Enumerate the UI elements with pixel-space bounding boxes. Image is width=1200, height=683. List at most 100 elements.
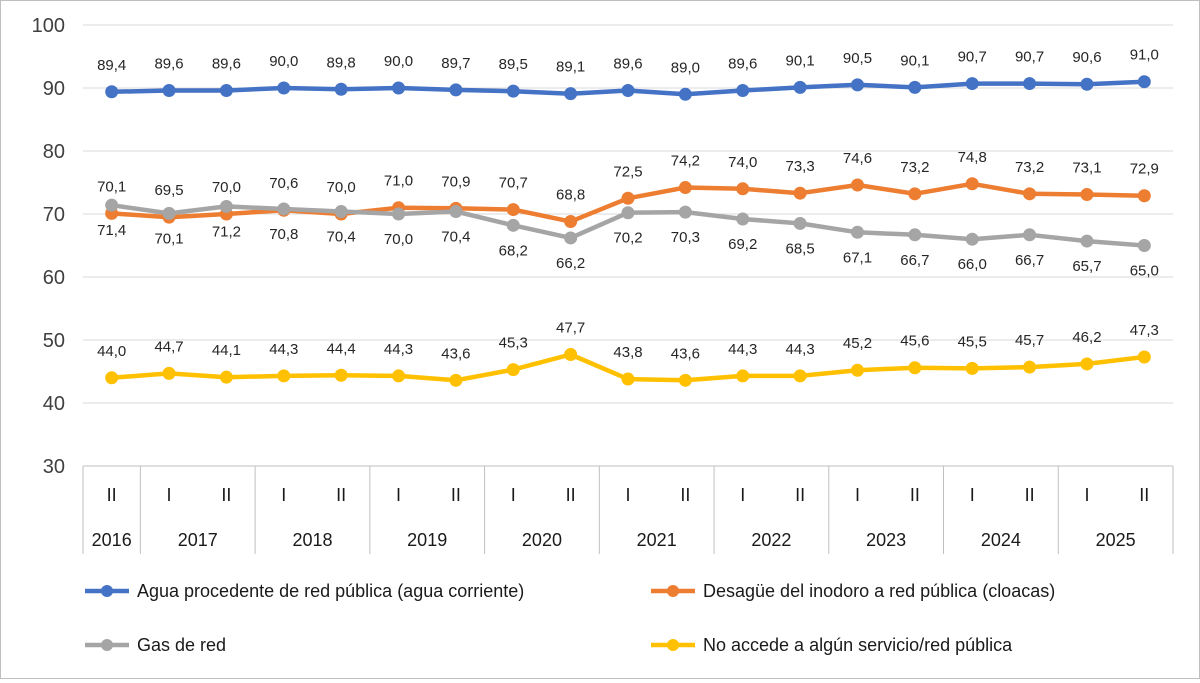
x-semester-label: I <box>396 485 401 505</box>
data-label: 90,1 <box>786 52 815 69</box>
x-year-label: 2024 <box>981 530 1021 550</box>
data-label: 45,7 <box>1015 332 1044 349</box>
y-axis: 30 40 50 60 70 80 90 100 <box>32 15 65 478</box>
data-label: 89,7 <box>441 55 470 72</box>
legend-label: Agua procedente de red pública (agua cor… <box>137 581 524 601</box>
x-semester-label: II <box>1139 485 1149 505</box>
x-year-label: 2021 <box>637 530 677 550</box>
data-label: 89,4 <box>97 57 126 74</box>
data-point <box>678 205 692 219</box>
data-labels: 89,4 89,6 89,6 90,0 89,8 90,0 89,7 89,5 89,1 89,6… <box>97 47 1159 363</box>
data-point <box>1023 187 1037 201</box>
data-label: 71,4 <box>97 222 126 239</box>
data-label: 69,5 <box>154 182 183 199</box>
data-label: 71,0 <box>384 173 413 190</box>
data-point <box>736 369 750 383</box>
x-semester-label: I <box>1084 485 1089 505</box>
data-point <box>1023 77 1037 91</box>
data-label: 72,9 <box>1130 161 1159 178</box>
data-point <box>277 369 291 383</box>
data-label: 74,0 <box>728 154 757 171</box>
data-label: 65,7 <box>1072 258 1101 275</box>
data-label: 69,2 <box>728 236 757 253</box>
legend-swatch-marker <box>667 585 679 597</box>
data-label: 68,2 <box>499 242 528 259</box>
data-label: 89,6 <box>154 56 183 73</box>
data-label: 70,9 <box>441 173 470 190</box>
data-label: 67,1 <box>843 249 872 266</box>
data-label: 90,5 <box>843 50 872 67</box>
data-label: 66,7 <box>900 252 929 269</box>
data-point <box>392 81 406 95</box>
data-point <box>1080 77 1094 91</box>
data-label: 45,5 <box>958 333 987 350</box>
x-axis: 2016 2017 2018 2019 2020 2021 2022 2023 2024 2025… <box>82 465 1174 554</box>
data-point <box>965 77 979 91</box>
x-year-label: 2016 <box>92 530 132 550</box>
data-label: 47,3 <box>1130 322 1159 339</box>
data-point <box>621 372 635 386</box>
data-point <box>162 366 176 380</box>
y-tick-label: 80 <box>43 141 65 163</box>
data-label: 70,3 <box>671 229 700 246</box>
data-point <box>850 178 864 192</box>
x-semester-label: I <box>511 485 516 505</box>
data-point <box>793 80 807 94</box>
data-point <box>105 85 119 99</box>
x-semester-label: I <box>281 485 286 505</box>
data-point <box>334 82 348 96</box>
data-label: 43,6 <box>441 345 470 362</box>
legend-label: Desagüe del inodoro a red pública (cloac… <box>703 581 1055 601</box>
x-year-label: 2025 <box>1096 530 1136 550</box>
x-semester-label: II <box>566 485 576 505</box>
data-label: 72,5 <box>613 163 642 180</box>
data-label: 74,6 <box>843 150 872 167</box>
legend-swatch-marker <box>101 585 113 597</box>
x-year-label: 2023 <box>866 530 906 550</box>
data-point <box>908 228 922 242</box>
x-semester-label: I <box>625 485 630 505</box>
data-point <box>678 87 692 101</box>
y-tick-label: 60 <box>43 267 65 289</box>
legend-item: No accede a algún servicio/red pública <box>651 635 1013 655</box>
data-point <box>392 369 406 383</box>
y-tick-label: 90 <box>43 78 65 100</box>
x-semester-label: II <box>451 485 461 505</box>
data-point <box>1023 228 1037 242</box>
data-point <box>564 215 578 229</box>
data-point <box>162 206 176 220</box>
data-point <box>1080 187 1094 201</box>
data-label: 70,6 <box>269 175 298 192</box>
legend-item: Desagüe del inodoro a red pública (cloac… <box>651 581 1055 601</box>
x-semester-label: II <box>107 485 117 505</box>
data-point <box>1137 239 1151 252</box>
data-point <box>1137 189 1151 203</box>
data-point <box>908 361 922 375</box>
data-label: 44,1 <box>212 342 241 359</box>
legend-label: No accede a algún servicio/red pública <box>703 635 1013 655</box>
x-year-label: 2020 <box>522 530 562 550</box>
data-label: 73,3 <box>786 158 815 175</box>
data-label: 70,2 <box>613 230 642 247</box>
data-point <box>105 371 119 385</box>
data-point <box>908 80 922 94</box>
data-label: 71,2 <box>212 223 241 240</box>
data-point <box>850 363 864 377</box>
legend-item: Gas de red <box>85 635 226 655</box>
data-label: 70,8 <box>269 226 298 243</box>
data-label: 46,2 <box>1072 329 1101 346</box>
data-label: 70,7 <box>499 175 528 192</box>
data-point <box>1137 75 1151 89</box>
x-semester-label: II <box>336 485 346 505</box>
data-label: 43,8 <box>613 344 642 361</box>
data-label: 73,2 <box>1015 159 1044 176</box>
data-point <box>965 177 979 191</box>
data-label: 89,0 <box>671 59 700 76</box>
data-point <box>449 204 463 218</box>
data-label: 44,4 <box>327 340 356 357</box>
data-point <box>1023 360 1037 374</box>
data-label: 66,2 <box>556 255 585 272</box>
x-year-label: 2019 <box>407 530 447 550</box>
data-label: 90,6 <box>1072 49 1101 66</box>
